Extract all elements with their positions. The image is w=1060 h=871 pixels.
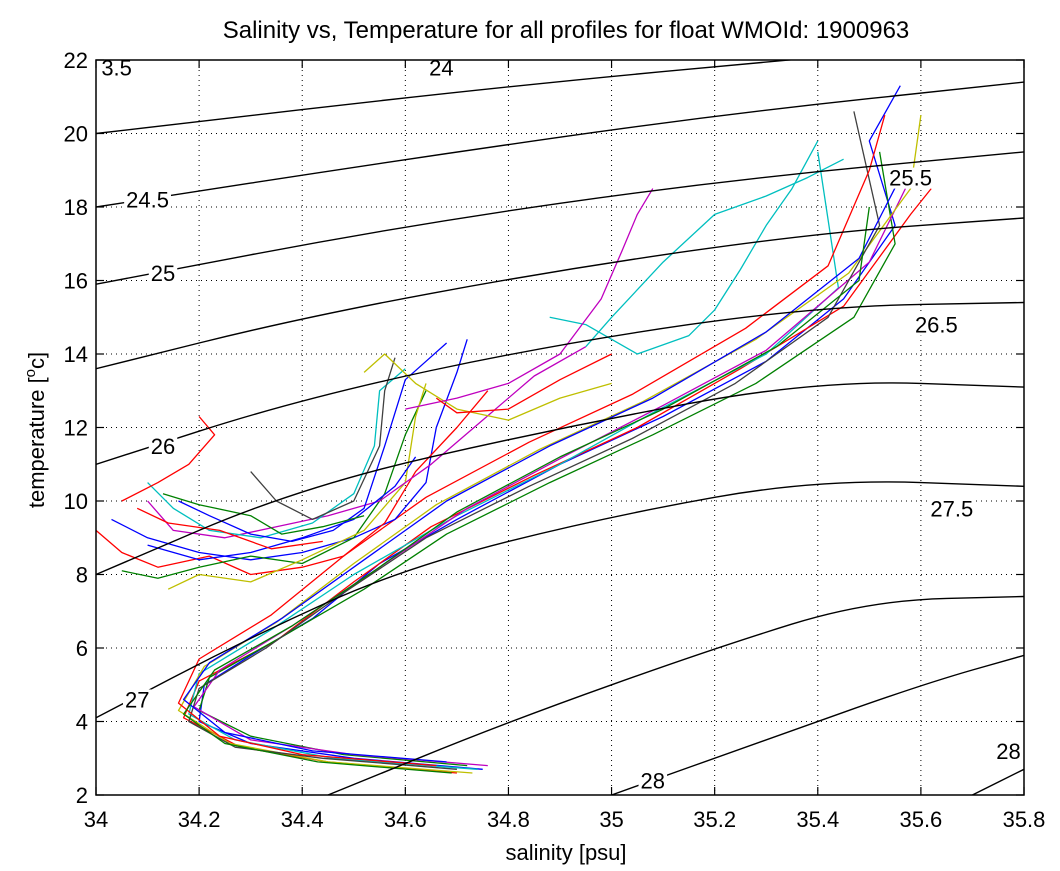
isopycnal-25-5 xyxy=(96,217,1024,370)
isopycnal-label: 26 xyxy=(151,434,175,459)
y-tick-label: 4 xyxy=(76,710,88,735)
x-tick-label: 35.8 xyxy=(1003,807,1046,832)
y-tick-label: 2 xyxy=(76,783,88,808)
y-axis-label: temperature [oc] xyxy=(22,352,49,508)
profile-line-22 xyxy=(585,158,844,348)
profile-line-20 xyxy=(363,353,612,421)
x-tick-label: 35.6 xyxy=(899,807,942,832)
x-tick-label: 35.4 xyxy=(796,807,839,832)
x-tick-label: 35.2 xyxy=(693,807,736,832)
isopycnal-27-5 xyxy=(327,595,1024,795)
isopycnal-label-bg xyxy=(887,167,934,189)
isopycnal-label: 28 xyxy=(996,739,1020,764)
profile-line-6 xyxy=(177,115,922,774)
profile-line-13 xyxy=(121,390,427,579)
y-tick-label: 18 xyxy=(64,195,88,220)
isopycnal-label: 28 xyxy=(641,768,665,793)
plot-area: 3.5 24 24.5 25 25.5 26 26.5 27 27.5 28 28 xyxy=(96,55,1024,795)
profile-line-26 xyxy=(162,493,365,535)
x-tick-label: 34.6 xyxy=(384,807,427,832)
x-tick-label: 34.4 xyxy=(281,807,324,832)
isopycnal-label-bg xyxy=(99,60,134,79)
x-tick-label: 34 xyxy=(84,807,108,832)
isopycnal-label-bg xyxy=(148,263,178,285)
isopycnal-label-bg xyxy=(912,314,960,336)
isopycnal-label: 27.5 xyxy=(930,496,973,521)
y-axis-label-end: c] xyxy=(24,352,49,369)
profile-line-14 xyxy=(167,383,427,590)
y-tick-label: 12 xyxy=(64,416,88,441)
profile-line-16 xyxy=(147,368,406,539)
isopycnal-label: 27 xyxy=(125,687,149,712)
isopycnal-label: 24 xyxy=(429,55,453,80)
isopycnal-label: 3.5 xyxy=(101,55,132,80)
x-tick-label: 35 xyxy=(599,807,623,832)
isopycnal-label: 26.5 xyxy=(915,313,958,338)
y-tick-label: 22 xyxy=(64,48,88,73)
isopycnal-label-bg xyxy=(148,435,178,457)
isopycnal-26-5 xyxy=(96,382,1024,576)
y-tick-label: 6 xyxy=(76,636,88,661)
profile-line-2 xyxy=(182,188,932,774)
isopycnal-label-bg xyxy=(928,498,976,520)
y-tick-label: 10 xyxy=(64,489,88,514)
isopycnal-27 xyxy=(96,481,1024,719)
isopycnal-label: 25.5 xyxy=(889,166,932,191)
y-tick-label: 8 xyxy=(76,563,88,588)
profile-line-17 xyxy=(121,416,216,502)
isopycnal-label: 24.5 xyxy=(126,188,169,213)
profile-line-24 xyxy=(435,353,612,414)
profile-line-10 xyxy=(182,206,870,774)
profile-line-21 xyxy=(549,140,819,355)
profile-line-8 xyxy=(182,177,901,763)
y-axis-label-superscript: o xyxy=(22,369,39,377)
isopycnal-label-bg xyxy=(638,770,668,792)
x-axis-label: salinity [psu] xyxy=(505,840,626,865)
profile-line-3 xyxy=(198,151,896,767)
isopycnal-label-bg xyxy=(124,189,171,211)
profile-line-25 xyxy=(147,456,417,561)
profile-line-23 xyxy=(405,188,654,410)
isopycnal-label-bg xyxy=(427,60,456,79)
isopycnal-label-bg xyxy=(994,740,1023,762)
profile-line-9 xyxy=(177,114,886,767)
profile-line-7 xyxy=(188,111,881,770)
isopycnal-26 xyxy=(96,301,1024,465)
y-tick-label: 16 xyxy=(64,269,88,294)
profile-line-27 xyxy=(136,507,323,550)
y-tick-label: 14 xyxy=(64,342,88,367)
x-tick-label: 34.8 xyxy=(487,807,530,832)
y-tick-label: 20 xyxy=(64,122,88,147)
isopycnal-24 xyxy=(96,60,797,135)
isopycnal-label-bg xyxy=(123,689,152,711)
chart-title: Salinity vs, Temperature for all profile… xyxy=(223,17,910,44)
profile-line-15 xyxy=(147,346,587,539)
y-axis-label-text: temperature [ xyxy=(24,377,49,508)
isopycnal-label: 25 xyxy=(151,261,175,286)
x-tick-label: 34.2 xyxy=(178,807,221,832)
